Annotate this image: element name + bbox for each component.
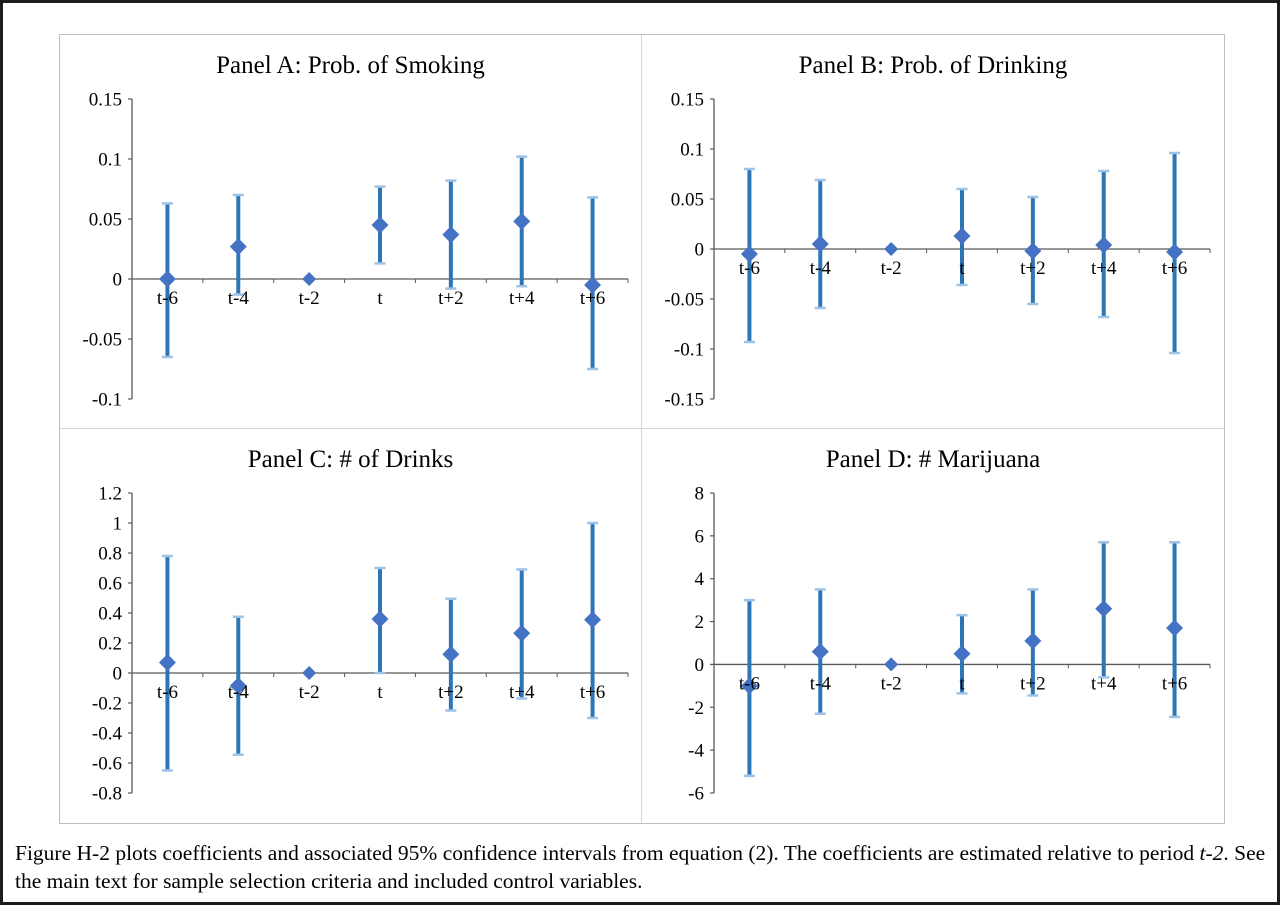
svg-text:4: 4 [695, 569, 705, 590]
panel-a-chart: 0.15 0.1 0.05 0 -0.05 -0.1 t-6 t-4 t-2 t t+2 t+4 t+6 [82, 90, 629, 411]
panel-c: Panel C: # of Drinks 1.2 1 0.8 0.6 0.4 0.2 0 -0… [60, 429, 642, 823]
panel-a-title: Panel A: Prob. of Smoking [216, 52, 485, 79]
svg-text:t+6: t+6 [1162, 673, 1188, 694]
svg-text:-0.15: -0.15 [664, 390, 704, 411]
svg-text:0.15: 0.15 [671, 90, 704, 111]
svg-text:-0.2: -0.2 [92, 694, 122, 715]
panel-d: Panel D: # Marijuana 8 6 4 2 0 -2 -4 -6 t-6 t-4 t-… [642, 429, 1224, 823]
svg-text:t+4: t+4 [509, 288, 535, 309]
svg-text:t-6: t-6 [157, 682, 178, 703]
panel-b-chart: 0.15 0.1 0.05 0 -0.05 -0.1 -0.15 t-6 t-4 t-2 t t+2 t… [664, 90, 1211, 411]
svg-text:-0.4: -0.4 [92, 724, 123, 745]
caption-text-1: Figure H-2 plots coefficients and associ… [15, 841, 1200, 865]
svg-text:t-2: t-2 [881, 673, 902, 694]
svg-text:-6: -6 [688, 784, 704, 805]
caption-italic-t-2: t-2 [1199, 841, 1224, 865]
svg-text:0.1: 0.1 [98, 150, 122, 171]
svg-text:-2: -2 [688, 698, 704, 719]
svg-text:t-6: t-6 [739, 258, 760, 279]
svg-text:t+2: t+2 [1020, 258, 1046, 279]
panel-c-chart: 1.2 1 0.8 0.6 0.4 0.2 0 -0.2 -0.4 -0.6 -0.8 t-6 t-4 t… [92, 484, 629, 805]
svg-text:t-2: t-2 [299, 288, 320, 309]
svg-text:-0.05: -0.05 [664, 290, 704, 311]
svg-text:t-2: t-2 [881, 258, 902, 279]
svg-text:1.2: 1.2 [98, 484, 122, 505]
panel-b: Panel B: Prob. of Drinking 0.15 0.1 0.05 0 -… [642, 35, 1224, 429]
svg-text:0.6: 0.6 [98, 574, 122, 595]
svg-text:t-6: t-6 [739, 673, 760, 694]
svg-text:t+4: t+4 [509, 682, 535, 703]
svg-text:t-4: t-4 [810, 258, 832, 279]
svg-text:t-4: t-4 [810, 673, 832, 694]
panel-grid: Panel A: Prob. of Smoking 0.15 0.1 0.05 0 -0… [59, 34, 1225, 824]
svg-text:0.2: 0.2 [98, 634, 122, 655]
svg-text:t-2: t-2 [299, 682, 320, 703]
svg-text:0.05: 0.05 [671, 190, 704, 211]
svg-text:t: t [959, 673, 965, 694]
caption-text-2: . See the main text for sample selection… [15, 841, 1266, 894]
svg-text:t+4: t+4 [1091, 258, 1117, 279]
svg-text:-0.1: -0.1 [674, 340, 704, 361]
svg-text:t+6: t+6 [1162, 258, 1188, 279]
svg-text:6: 6 [695, 526, 705, 547]
svg-text:0.1: 0.1 [680, 140, 704, 161]
svg-text:t+6: t+6 [580, 682, 606, 703]
svg-text:-0.6: -0.6 [92, 754, 122, 775]
svg-text:t-4: t-4 [228, 288, 250, 309]
svg-text:t-6: t-6 [157, 288, 178, 309]
svg-text:-0.05: -0.05 [82, 330, 122, 351]
svg-text:t-4: t-4 [228, 682, 250, 703]
svg-text:0.15: 0.15 [89, 90, 122, 111]
svg-text:-0.1: -0.1 [92, 390, 122, 411]
svg-text:0: 0 [113, 664, 123, 685]
panel-d-title: Panel D: # Marijuana [825, 446, 1041, 473]
svg-text:0.05: 0.05 [89, 210, 122, 231]
svg-text:t: t [377, 682, 383, 703]
svg-text:-4: -4 [688, 741, 704, 762]
svg-text:2: 2 [695, 612, 705, 633]
panel-b-title: Panel B: Prob. of Drinking [798, 52, 1068, 79]
svg-text:0: 0 [695, 655, 705, 676]
svg-text:0.8: 0.8 [98, 544, 122, 565]
svg-text:t: t [959, 258, 965, 279]
svg-text:0.4: 0.4 [98, 604, 122, 625]
svg-text:t: t [377, 288, 383, 309]
panel-a: Panel A: Prob. of Smoking 0.15 0.1 0.05 0 -0… [60, 35, 642, 429]
panel-c-title: Panel C: # of Drinks [247, 446, 454, 473]
svg-text:1: 1 [113, 514, 123, 535]
svg-text:t+2: t+2 [438, 682, 464, 703]
svg-text:8: 8 [695, 484, 705, 505]
figure-caption: Figure H-2 plots coefficients and associ… [15, 839, 1267, 896]
panel-d-chart: 8 6 4 2 0 -2 -4 -6 t-6 t-4 t-2 t t+2 t+4 t+6 [688, 484, 1211, 805]
svg-text:t+6: t+6 [580, 288, 606, 309]
svg-text:0: 0 [695, 240, 705, 261]
svg-text:t+2: t+2 [438, 288, 464, 309]
svg-text:0: 0 [113, 270, 123, 291]
svg-text:-0.8: -0.8 [92, 784, 122, 805]
svg-text:t+2: t+2 [1020, 673, 1046, 694]
svg-text:t+4: t+4 [1091, 673, 1117, 694]
